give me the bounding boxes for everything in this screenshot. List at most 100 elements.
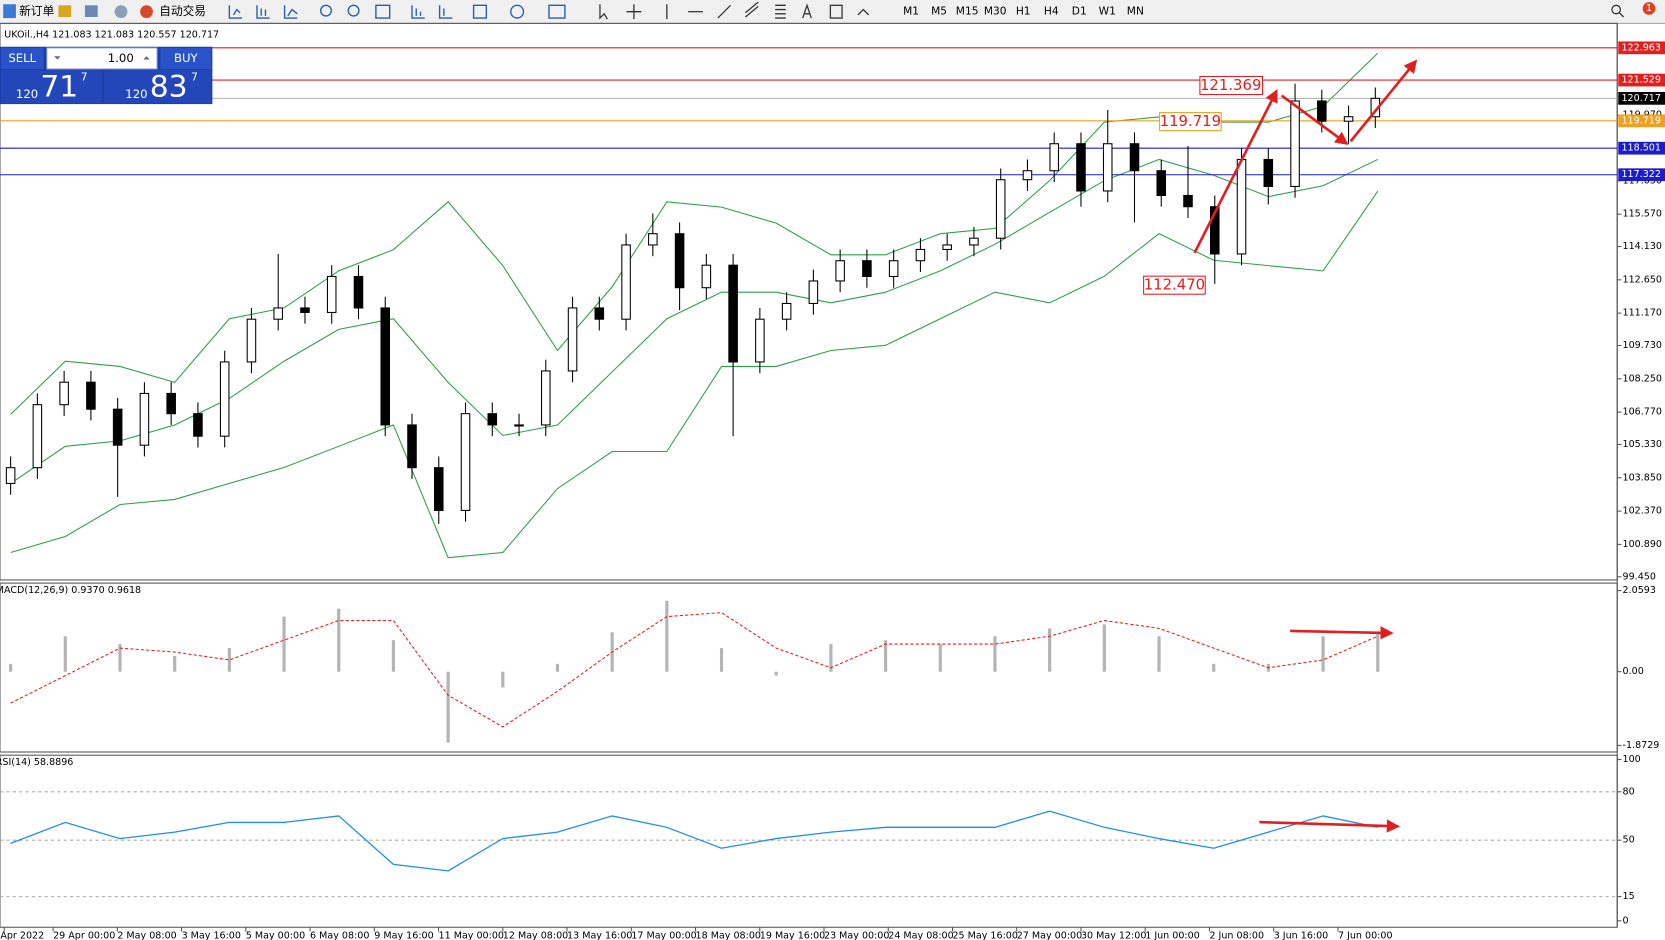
icon[interactable]	[857, 8, 870, 16]
notification-badge[interactable]	[1642, 2, 1656, 15]
candle-body	[621, 244, 631, 320]
icon[interactable]	[84, 5, 98, 17]
timeframe[interactable]: M5	[931, 5, 947, 18]
macd-bar	[774, 671, 778, 676]
candle-body	[246, 318, 257, 363]
icon[interactable]	[510, 4, 525, 19]
candle-body	[166, 392, 176, 415]
icon[interactable]	[143, 56, 150, 60]
icon[interactable]	[3, 4, 16, 19]
macd-bar	[719, 648, 724, 672]
y-tick-label: 102.370	[1623, 506, 1662, 517]
candle-body	[300, 307, 310, 313]
icon[interactable]	[548, 4, 566, 19]
annotation-box	[1199, 75, 1264, 96]
icon[interactable]	[319, 4, 332, 17]
y-tick-label: 80	[1623, 786, 1635, 797]
timeframe[interactable]: H4	[1044, 5, 1059, 18]
macd-bar	[9, 663, 13, 672]
icon[interactable]	[375, 4, 391, 19]
icon[interactable]	[472, 4, 488, 19]
annotation: 112.470	[1144, 276, 1205, 294]
buy-button[interactable]	[160, 47, 212, 70]
timeframes: M1 M5 M15 M30 H1 H4 D1 W1 MN	[903, 5, 1144, 18]
timeframe[interactable]: D1	[1072, 5, 1087, 18]
y-tick-label: 115.570	[1623, 209, 1662, 220]
chart-area: 99.450 100.890 102.370 103.850 105.330 106.77…	[0, 22, 1665, 940]
macd-bar	[829, 644, 833, 672]
macd-bar	[993, 636, 997, 672]
macd-bar	[391, 640, 396, 672]
price-label-bg	[1618, 168, 1665, 182]
x-tick-label: 27 May 00:00	[1017, 930, 1082, 940]
candle-body	[1236, 158, 1247, 255]
icon[interactable]	[140, 5, 153, 19]
sell-button[interactable]	[1, 47, 44, 70]
macd-bar	[938, 644, 942, 672]
icon[interactable]	[114, 5, 128, 19]
toolbar: 新订单 自动交易 M1 M5 M15 M30 H1 H4 D1 W1 MN 1	[0, 0, 1665, 24]
icon[interactable]	[717, 4, 732, 19]
icon[interactable]	[829, 4, 843, 19]
candle-body	[995, 179, 1006, 239]
candle-body	[1022, 170, 1033, 181]
candle-body	[541, 370, 551, 426]
notification-count: 1	[1646, 3, 1652, 14]
new-order[interactable]: 新订单	[19, 4, 54, 18]
macd-bar	[1212, 663, 1216, 672]
timeframe[interactable]: M30	[984, 5, 1007, 18]
icon[interactable]	[54, 56, 61, 60]
icon[interactable]	[411, 5, 425, 19]
x-tick-label: 23 May 00:00	[824, 930, 889, 940]
chart-title: MACD(12,26,9) 0.9370 0.9618	[0, 585, 141, 596]
buy-label[interactable]: BUY	[174, 51, 199, 65]
icon[interactable]	[58, 5, 72, 17]
sell-label[interactable]: SELL	[8, 51, 36, 65]
icon[interactable]	[1618, 12, 1625, 18]
candle-body	[1343, 116, 1354, 122]
y-tick-label: 50	[1623, 835, 1635, 846]
timeframe[interactable]: W1	[1099, 5, 1116, 18]
candle-body	[942, 244, 952, 250]
buy-price-bg[interactable]	[104, 70, 212, 104]
candle-body	[1209, 206, 1220, 255]
icon[interactable]	[626, 4, 642, 20]
icon[interactable]	[1611, 4, 1622, 15]
icon[interactable]	[347, 4, 360, 17]
x-tick-label: 12 May 08:00	[503, 930, 568, 940]
timeframe[interactable]: H1	[1016, 5, 1031, 18]
candle-body	[487, 413, 498, 426]
lot-value[interactable]: 1.00	[108, 51, 134, 65]
rsi-line	[10, 810, 1378, 872]
candle-body	[862, 260, 872, 277]
icon[interactable]	[775, 4, 786, 19]
candle-body	[86, 381, 96, 410]
icon[interactable]	[599, 4, 608, 20]
x-tick-label: 3 May 16:00	[182, 930, 241, 940]
icon[interactable]	[283, 5, 298, 19]
sell-price-bg[interactable]	[1, 70, 102, 104]
price-label-bg	[1618, 41, 1665, 55]
icon[interactable]	[438, 5, 453, 19]
icon[interactable]	[802, 3, 812, 19]
timeframe[interactable]: M1	[903, 5, 919, 18]
candle-body	[1290, 100, 1300, 187]
x-tick-label: 19 May 16:00	[760, 930, 825, 940]
panel-frame	[0, 582, 1618, 753]
annotation-box	[1143, 275, 1206, 295]
timeframe[interactable]: MN	[1127, 5, 1144, 18]
x-tick-label: 17 May 00:00	[631, 930, 696, 940]
auto-trading[interactable]: 自动交易	[159, 4, 206, 18]
candle-body	[273, 307, 283, 320]
timeframe[interactable]: M15	[956, 5, 979, 18]
price-label-bg	[1618, 114, 1665, 128]
icon[interactable]	[256, 5, 270, 19]
lot-input[interactable]	[46, 47, 158, 70]
bollinger-band	[10, 52, 1379, 415]
y-tick-label: 2.0593	[1623, 585, 1656, 596]
candle-body	[219, 361, 230, 437]
icon[interactable]	[745, 1, 759, 18]
icon[interactable]	[228, 5, 243, 19]
macd-bar	[555, 663, 560, 672]
